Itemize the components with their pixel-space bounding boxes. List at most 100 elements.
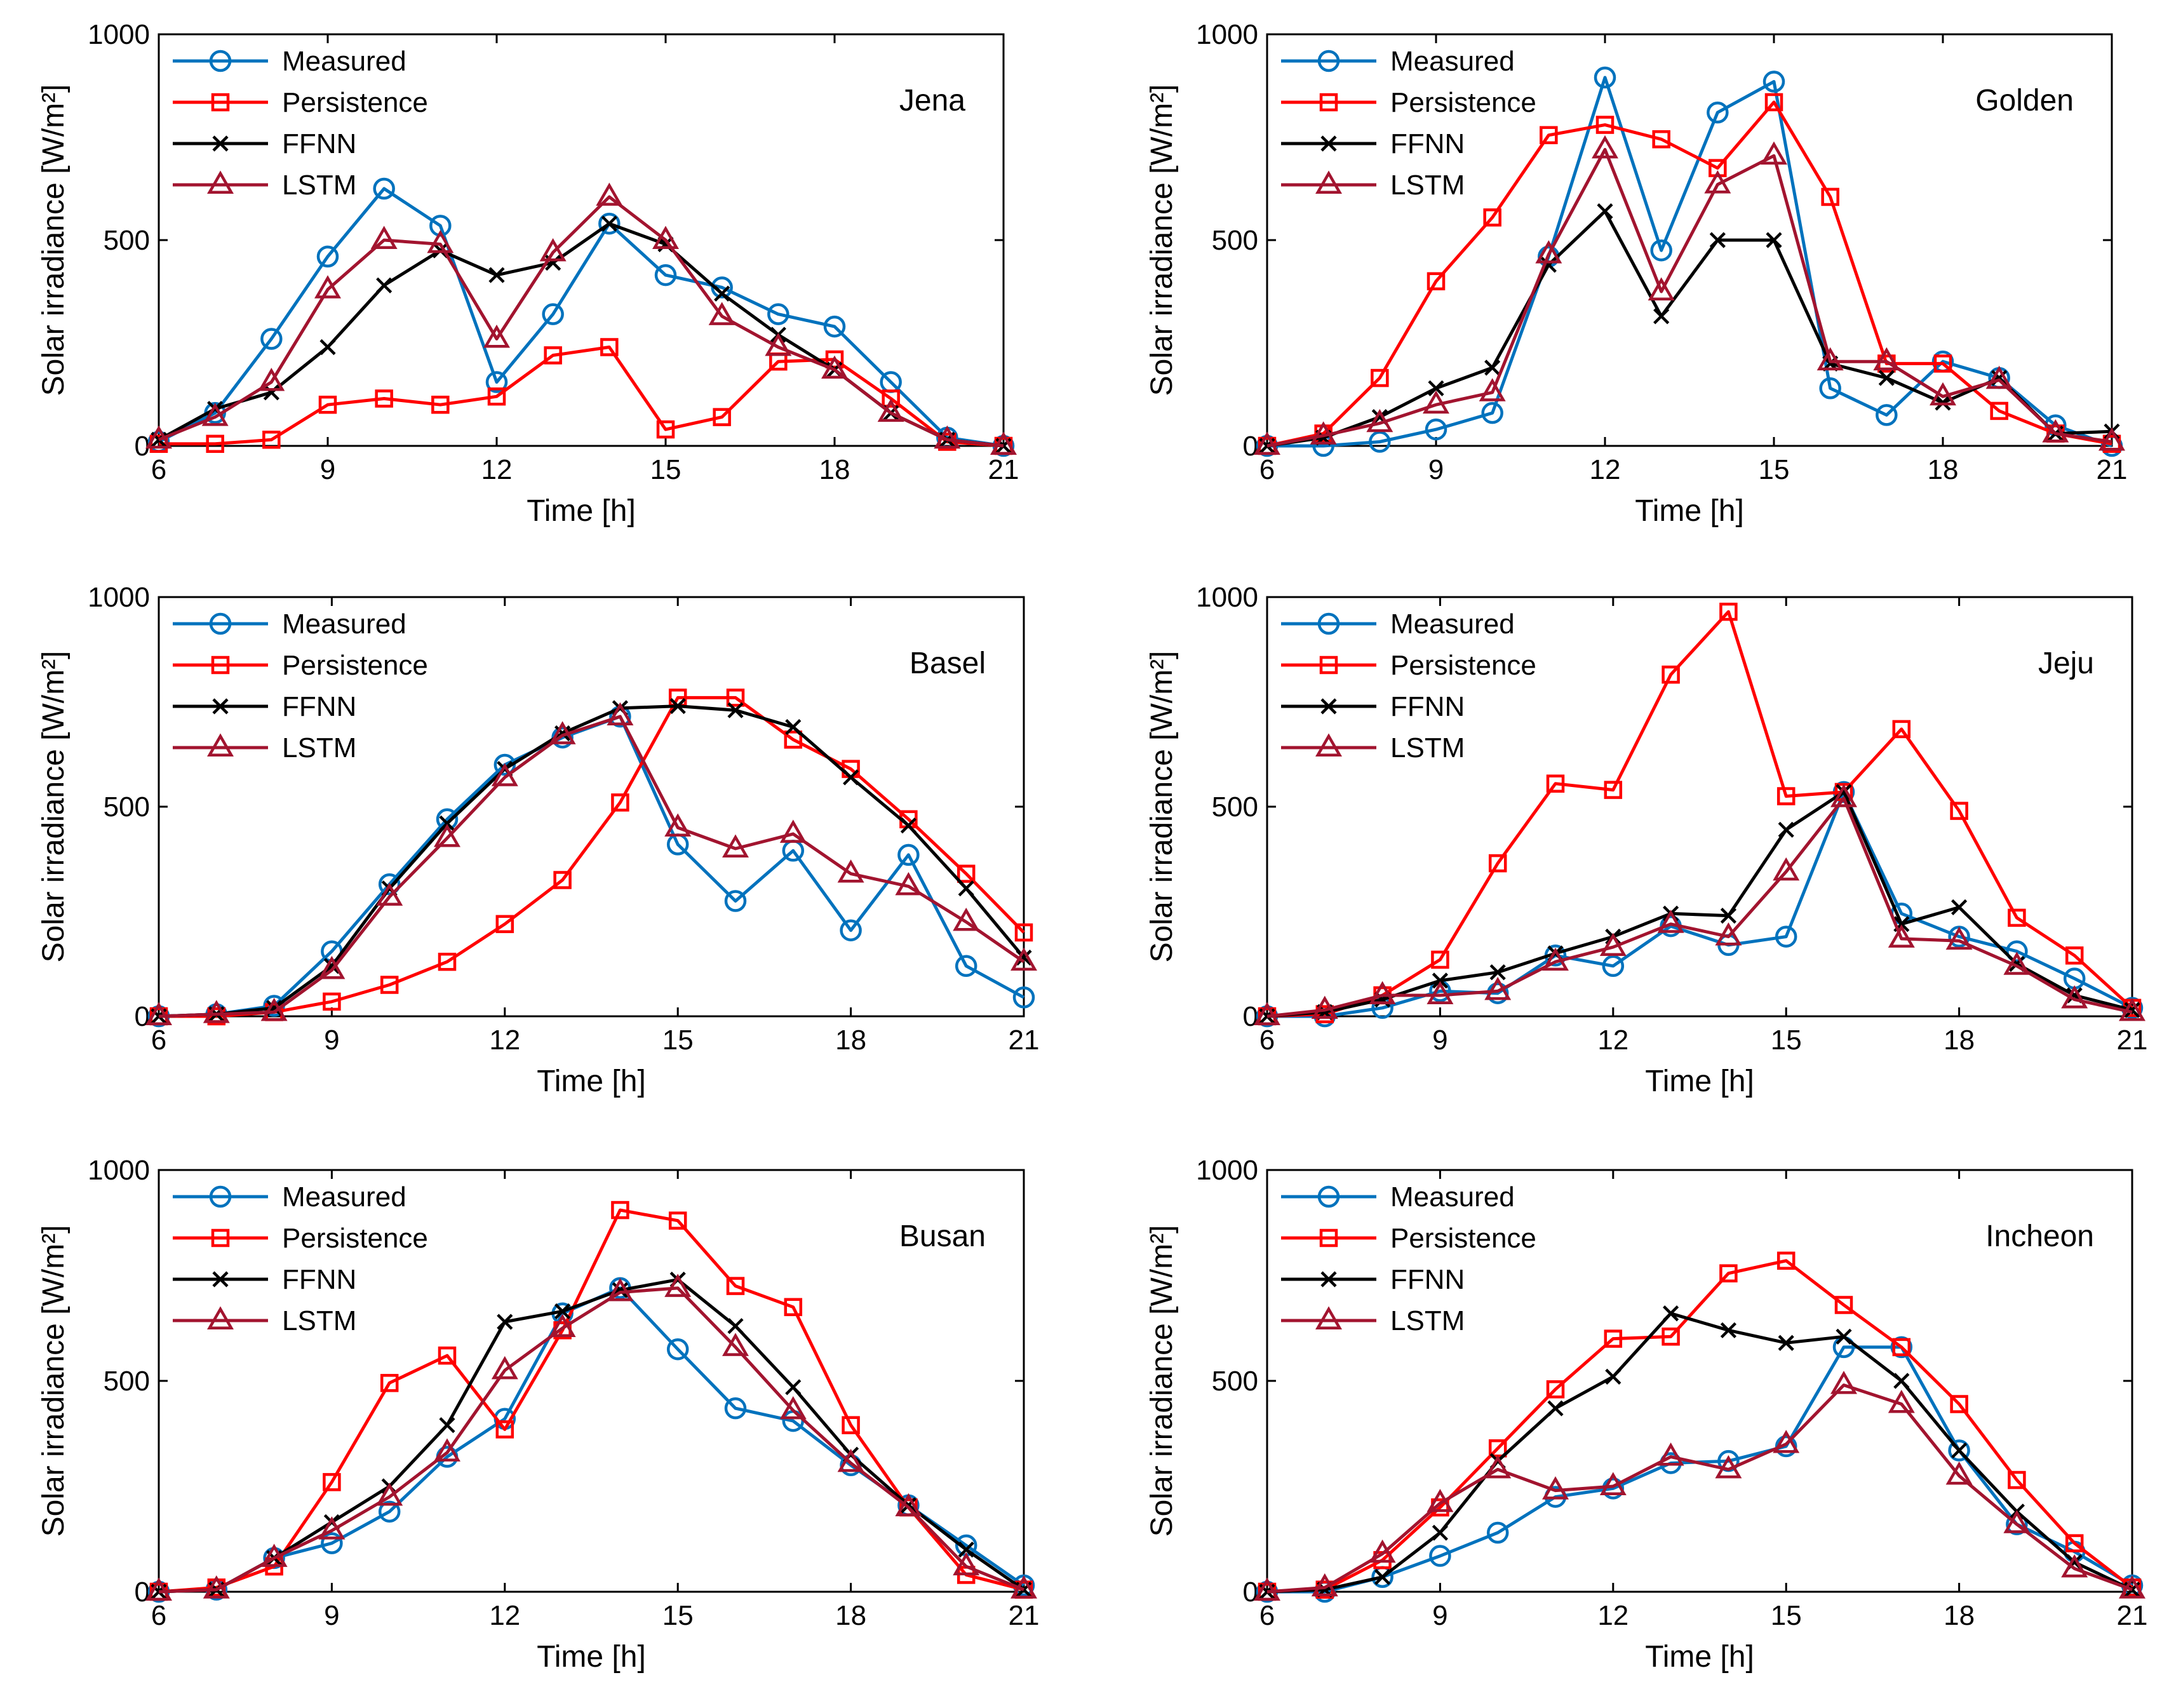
data-point-persistence [1488, 854, 1507, 873]
data-point-lstm [1592, 135, 1618, 159]
data-point-persistence [656, 420, 675, 439]
y-tick-label: 1000 [1196, 1155, 1258, 1186]
legend: Measured Persistence FFNN LSTM [173, 609, 428, 763]
x-tick-label: 12 [481, 454, 513, 485]
series-persistence [1258, 1251, 2142, 1601]
data-point-lstm [934, 425, 961, 449]
data-point-lstm [203, 1575, 230, 1599]
x-axis-label: Time [h] [537, 1065, 646, 1098]
data-point-ffnn [843, 769, 859, 786]
legend-marker-lstm [1315, 733, 1342, 756]
series-line-lstm [1266, 1383, 2133, 1594]
data-point-lstm [596, 182, 623, 206]
data-point-measured [1707, 101, 1729, 124]
site-label: Basel [910, 647, 986, 680]
x-tick-label: 21 [2117, 1025, 2148, 1056]
data-point-lstm [1366, 408, 1393, 433]
data-point-ffnn [1374, 1569, 1391, 1585]
data-point-lstm [201, 403, 229, 426]
data-point-persistence [1776, 1251, 1796, 1270]
data-point-lstm [895, 871, 922, 896]
x-tick-label: 15 [1771, 1025, 1802, 1056]
series-line-measured [158, 187, 1004, 448]
legend: Measured Persistence FFNN LSTM [173, 1181, 428, 1336]
data-point-ffnn [1778, 821, 1794, 838]
x-tick-label: 12 [1597, 1600, 1628, 1631]
data-point-persistence [1546, 1380, 1565, 1399]
data-point-persistence [713, 408, 731, 426]
data-point-measured [1890, 1336, 1913, 1359]
data-point-measured [1429, 1545, 1451, 1567]
data-point-persistence [882, 389, 900, 408]
legend-label-measured: Measured [282, 1181, 406, 1213]
data-point-ffnn [1484, 360, 1501, 376]
data-point-lstm [1657, 1442, 1684, 1466]
data-point-persistence [544, 346, 562, 365]
legend-marker-lstm [1315, 170, 1342, 194]
y-tick-label: 1000 [88, 1155, 150, 1186]
data-point-measured [1425, 418, 1447, 441]
data-point-lstm [722, 1333, 749, 1356]
data-point-persistence [380, 976, 399, 994]
data-point-lstm [1535, 240, 1562, 264]
y-tick-label: 0 [1243, 1577, 1258, 1608]
data-point-ffnn [1778, 1335, 1794, 1351]
data-point-measured [1775, 1435, 1797, 1458]
data-point-lstm [2003, 952, 2031, 975]
legend-label-ffnn: FFNN [1390, 1264, 1465, 1295]
data-point-lstm [821, 355, 848, 379]
series-line-persistence [159, 696, 1025, 1018]
data-point-persistence [842, 1416, 860, 1434]
data-point-lstm [1773, 1430, 1800, 1453]
x-tick-label: 18 [1928, 454, 1959, 485]
data-point-ffnn [1766, 232, 1782, 248]
data-point-persistence [2008, 1470, 2026, 1489]
data-point-lstm [953, 1552, 980, 1576]
data-point-lstm [1010, 1575, 1037, 1599]
x-tick-label: 9 [324, 1600, 339, 1631]
legend-label-measured: Measured [1390, 46, 1515, 77]
y-tick-label: 0 [135, 1001, 150, 1032]
x-tick-label: 12 [489, 1025, 520, 1056]
data-point-lstm [1657, 910, 1684, 933]
data-point-persistence [1821, 187, 1839, 206]
data-point-ffnn [376, 277, 393, 293]
legend-label-persistence: Persistence [282, 87, 428, 118]
data-point-lstm [1715, 922, 1742, 946]
data-point-ffnn [2124, 1002, 2140, 1018]
data-point-lstm [1254, 1002, 1280, 1025]
legend: Measured Persistence FFNN LSTM [1281, 609, 1536, 763]
data-point-measured [378, 873, 401, 896]
chart-panel-busan: 6 9 12 15 18 21 0 500 1000 Time [h] Solar irradian… [37, 1155, 1039, 1674]
x-tick-label: 21 [2097, 454, 2128, 485]
data-point-persistence [1892, 720, 1911, 739]
data-point-lstm [990, 431, 1017, 455]
data-point-persistence [1431, 950, 1449, 969]
data-point-measured [1762, 71, 1785, 93]
data-point-lstm [370, 225, 398, 249]
site-label: Incheon [1985, 1220, 2094, 1253]
series-lstm [145, 182, 1017, 455]
data-point-measured [485, 371, 508, 393]
data-point-ffnn [497, 1314, 513, 1330]
data-point-ffnn [1432, 1524, 1448, 1541]
x-tick-label: 15 [662, 1025, 694, 1056]
data-point-lstm [318, 955, 346, 979]
data-point-lstm [314, 275, 341, 299]
series-ffnn [1259, 203, 2120, 454]
data-point-measured [1819, 377, 1841, 400]
legend-label-lstm: LSTM [1390, 170, 1465, 201]
data-point-persistence [1371, 368, 1389, 387]
legend-marker-ffnn [212, 135, 229, 152]
x-tick-label: 9 [1428, 454, 1444, 485]
data-point-lstm [953, 907, 980, 931]
data-point-measured [654, 264, 677, 286]
data-point-lstm [1761, 141, 1787, 165]
data-point-ffnn [1878, 370, 1895, 386]
legend: Measured Persistence FFNN LSTM [1281, 46, 1536, 201]
data-point-measured [316, 245, 339, 268]
x-tick-label: 15 [1759, 454, 1790, 485]
data-point-lstm [483, 325, 510, 348]
y-tick-label: 500 [104, 1366, 150, 1397]
legend-marker-ffnn [212, 1271, 229, 1288]
